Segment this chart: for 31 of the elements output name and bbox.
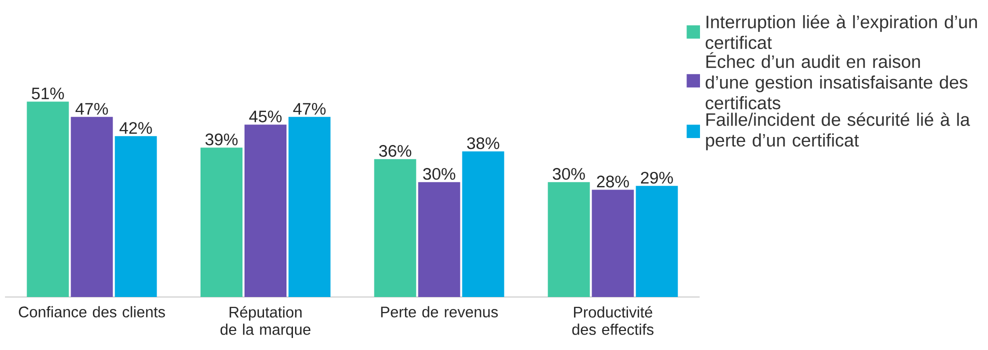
bar [636,186,678,297]
data-label: 30% [423,168,456,180]
bar [70,116,113,297]
x-tick-label: Réputation de la marque [220,306,310,338]
data-label: 47% [76,103,108,115]
data-label: 45% [249,110,282,122]
bar [462,151,504,297]
x-tick-label: Confiance des clients [18,306,165,318]
data-label: 51% [32,88,64,100]
bar [288,116,330,297]
bar [548,182,590,297]
data-label: 36% [379,145,412,157]
bar [26,102,69,297]
data-label: 28% [596,176,629,188]
data-label: 29% [640,172,673,184]
bar [244,124,287,297]
bar [374,159,416,297]
data-label: 30% [552,168,585,180]
legend-label: Interruption liée à l’expiration d’un certificat [706,14,977,50]
data-label: 39% [205,134,238,146]
legend-label: Faille/incident de sécurité lié à la perte d’un certificat [706,112,970,150]
bar [592,190,634,297]
x-tick-label: Perte de revenus [381,306,498,318]
data-label: 38% [467,137,500,150]
legend-label: Échec d’un audit en raison d’une gestion insatisfaisante des certificats [706,52,968,110]
x-tick-label: Productivité des effectifs [572,306,654,335]
data-label: 47% [293,103,326,115]
bar [114,136,157,297]
bar [418,182,460,297]
data-label: 42% [120,122,152,134]
bar [200,148,242,297]
